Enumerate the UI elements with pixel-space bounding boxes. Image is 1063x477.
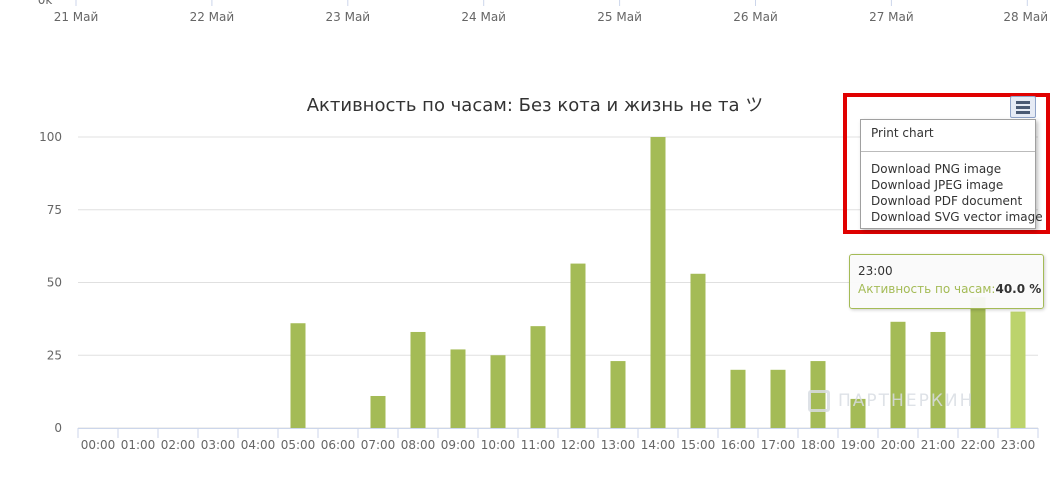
x-tick-label: 11:00 [521, 438, 556, 452]
bar-2200[interactable] [970, 297, 986, 428]
bar-1000[interactable] [490, 355, 506, 428]
x-tick-label: 12:00 [561, 438, 596, 452]
bar-1700[interactable] [770, 369, 786, 428]
top-axis-label: 22 Май [190, 10, 235, 24]
top-axis-label: 0k [38, 0, 53, 7]
watermark-logo-icon [808, 390, 830, 412]
tooltip-header: 23:00 [858, 264, 893, 278]
bar-1600[interactable] [730, 369, 746, 428]
bar-0700[interactable] [370, 395, 386, 428]
menu-item-download-png[interactable]: Download PNG image [871, 162, 1002, 176]
x-axis: 00:00 01:00 02:00 03:00 04:00 05:00 06:00 07:00… [77, 428, 1039, 452]
x-tick-label: 13:00 [601, 438, 636, 452]
bar-0500[interactable] [290, 323, 306, 428]
x-tick-label: 21:00 [921, 438, 956, 452]
chart-tooltip: 23:00 Активность по часам:40.0 % [849, 254, 1044, 309]
top-axis-label: 23 Май [326, 10, 371, 24]
menu-separator [861, 151, 1035, 152]
bar-series[interactable] [290, 137, 1026, 428]
x-tick-label: 09:00 [441, 438, 476, 452]
y-tick-label: 50 [47, 276, 62, 290]
highlight-box [843, 93, 1050, 234]
y-tick-label: 100 [39, 130, 62, 144]
menu-item-download-pdf[interactable]: Download PDF document [871, 194, 1023, 208]
x-tick-label: 00:00 [81, 438, 116, 452]
menu-item-print-chart[interactable]: Print chart [871, 126, 934, 140]
top-axis-label: 28 Май [1003, 10, 1048, 24]
x-tick-label: 10:00 [481, 438, 516, 452]
hamburger-icon [1016, 106, 1030, 109]
watermark: ПАРТНЕРКИН [808, 386, 974, 416]
bar-0800[interactable] [410, 331, 426, 428]
x-tick-label: 06:00 [321, 438, 356, 452]
x-tick-label: 02:00 [161, 438, 196, 452]
y-axis-ticks: 0 25 50 75 100 [39, 130, 62, 435]
chart-title: Активность по часам: Без кота и жизнь не… [307, 95, 764, 116]
y-tick-label: 75 [47, 203, 62, 217]
top-axis-label: 24 Май [461, 10, 506, 24]
x-tick-label: 08:00 [401, 438, 436, 452]
bar-1100[interactable] [530, 326, 546, 428]
hamburger-icon [1016, 101, 1030, 104]
top-axis-label: 26 Май [733, 10, 778, 24]
x-tick-label: 04:00 [241, 438, 276, 452]
bar-1400[interactable] [650, 137, 666, 428]
menu-item-download-jpeg[interactable]: Download JPEG image [871, 178, 1004, 192]
bar-1200[interactable] [570, 263, 586, 428]
x-tick-label: 18:00 [801, 438, 836, 452]
bar-2300[interactable] [1010, 311, 1026, 428]
y-tick-label: 0 [54, 421, 62, 435]
menu-item-download-svg[interactable]: Download SVG vector image [871, 210, 1043, 224]
bar-0900[interactable] [450, 349, 466, 428]
chart-context-menu-button[interactable] [1010, 96, 1036, 118]
bar-2000[interactable] [890, 321, 906, 428]
x-tick-label: 19:00 [841, 438, 876, 452]
x-tick-label: 20:00 [881, 438, 916, 452]
tooltip-series-name: Активность по часам: [858, 282, 996, 296]
hamburger-icon [1016, 111, 1030, 114]
x-tick-label: 03:00 [201, 438, 236, 452]
bar-2100[interactable] [930, 331, 946, 428]
x-tick-label: 01:00 [121, 438, 156, 452]
x-tick-label: 07:00 [361, 438, 396, 452]
tooltip-value: 40.0 % [995, 282, 1042, 296]
export-menu: Print chart Download PNG image Download … [860, 119, 1043, 229]
x-tick-label: 23:00 [1001, 438, 1036, 452]
top-axis-label: 21 Май [54, 10, 99, 24]
top-axis-label: 25 Май [597, 10, 642, 24]
watermark-text: ПАРТНЕРКИН [838, 391, 975, 411]
y-tick-label: 25 [47, 348, 62, 362]
x-tick-label: 15:00 [681, 438, 716, 452]
x-tick-label: 17:00 [761, 438, 796, 452]
x-tick-label: 16:00 [721, 438, 756, 452]
tooltip-body: Активность по часам:40.0 % [858, 282, 1041, 296]
bar-1300[interactable] [610, 361, 626, 428]
x-tick-label: 14:00 [641, 438, 676, 452]
top-axis-label: 27 Май [869, 10, 914, 24]
x-tick-label: 05:00 [281, 438, 316, 452]
bar-1500[interactable] [690, 273, 706, 428]
bar-1900[interactable] [850, 398, 866, 428]
x-tick-label: 22:00 [961, 438, 996, 452]
